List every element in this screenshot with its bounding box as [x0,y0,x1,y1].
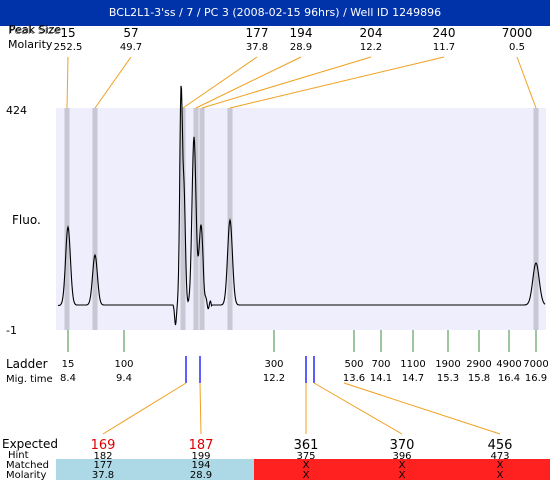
matched-title: Matched [6,460,49,471]
ladder-time-label: 14.7 [402,373,424,384]
ladder-size-label: 2900 [466,359,491,370]
expected-leader-line [343,382,501,435]
top-peak-annotations: 15 252.5 57 49.7 177 37.8 194 28.9 204 12.2 240 11.… [54,26,533,53]
peak-leader-line [516,56,537,109]
ladder-size-label: 7000 [523,359,548,370]
unmatched-band [254,459,550,480]
ladder-time-label: 13.6 [343,373,365,384]
signal-trace [57,85,546,326]
expected-value: 361 [294,438,319,453]
peak-band [180,108,186,330]
ladder-labels: 15 8.4 100 9.4 300 12.2 500 13.6 700 14.1 1100 14.7… [60,359,549,384]
y-min-label: -1 [6,324,17,337]
peak-leader-line [94,56,132,109]
ladder-size-label: 1100 [400,359,425,370]
matched-value: X [303,460,310,471]
expected-leader-line [102,382,187,435]
y-max-label: 424 [6,104,27,117]
matched-molarity-value: X [303,470,310,480]
ladder-size-label: 500 [344,359,363,370]
ladder-time-label: 12.2 [263,373,285,384]
expected-value: 456 [488,438,513,453]
ladder-time-label: 9.4 [116,373,132,384]
mig-time-title: Mig. time [6,374,53,385]
molarity-title: Molarity [6,470,46,480]
peak-band [533,108,539,330]
peak-molarity-value: 252.5 [54,42,83,53]
peak-leader-line [195,56,302,109]
matched-molarity-value: X [497,470,504,480]
hint-value: 396 [392,451,411,462]
hint-value: 375 [296,451,315,462]
peak-size-value: 7000 [502,26,533,40]
expected-value: 169 [91,438,116,453]
ladder-time-label: 15.3 [437,373,459,384]
ladder-ticks [67,330,537,352]
expected-leader-line [199,382,202,435]
matched-molarity-value: X [399,470,406,480]
ladder-time-label: 16.9 [525,373,547,384]
matched-value: X [497,460,504,471]
peak-size-value: 57 [123,26,138,40]
y-axis-title: Fluo. [12,213,41,227]
peak-size-header-shadow: Peak Size [8,24,60,37]
ladder-size-label: 15 [62,359,75,370]
matched-value: 194 [191,460,210,471]
peak-molarity-value: 12.2 [360,42,382,53]
molarity-header: Molarity [8,38,53,51]
ladder-size-label: 700 [371,359,390,370]
peak-leader-line [66,56,69,109]
matched-value: 177 [93,460,112,471]
ladder-title: Ladder [6,357,48,371]
expected-columns: 16918217737.818719919428.9361375XX370396… [91,438,513,480]
peak-molarity-value: 37.8 [246,42,268,53]
peak-leader-line [182,56,258,109]
peak-leader-line [201,56,372,109]
plot-area [56,108,546,330]
matched-value: X [399,460,406,471]
peak-size-value: 194 [290,26,313,40]
expected-leader-line [313,382,403,435]
expected-leader-lines [102,382,501,435]
matched-molarity-value: 37.8 [92,470,114,480]
peak-size-value: 177 [246,26,269,40]
hint-value: 182 [93,451,112,462]
peak-band [64,108,70,330]
window-title: BCL2L1-3'ss / 7 / PC 3 (2008-02-15 96hrs… [0,0,550,26]
expected-title: Expected [2,437,58,451]
peak-size-value: 204 [360,26,383,40]
peak-molarity-value: 0.5 [509,42,525,53]
peak-leader-line [229,56,445,109]
peak-leader-lines [66,56,537,109]
peak-band [92,108,98,330]
hint-title: Hint [8,450,29,461]
hint-value: 199 [191,451,210,462]
peak-size-value: 240 [433,26,456,40]
ladder-size-label: 100 [114,359,133,370]
ladder-time-label: 14.1 [370,373,392,384]
ladder-time-label: 16.4 [498,373,520,384]
expected-value: 187 [189,438,214,453]
ladder-size-label: 1900 [435,359,460,370]
ladder-size-label: 4900 [496,359,521,370]
peak-band [199,108,205,330]
expected-value: 370 [390,438,415,453]
peak-size-value: 15 [60,26,75,40]
matched-molarity-value: 28.9 [190,470,212,480]
peak-molarity-value: 11.7 [433,42,455,53]
ladder-time-label: 8.4 [60,373,76,384]
peak-molarity-value: 49.7 [120,42,142,53]
expected-markers [185,356,315,383]
matched-band [56,459,254,480]
peak-size-header: Peak Size [9,23,61,36]
ladder-size-label: 300 [264,359,283,370]
hint-value: 473 [490,451,509,462]
ladder-time-label: 15.8 [468,373,490,384]
peak-molarity-value: 28.9 [290,42,312,53]
